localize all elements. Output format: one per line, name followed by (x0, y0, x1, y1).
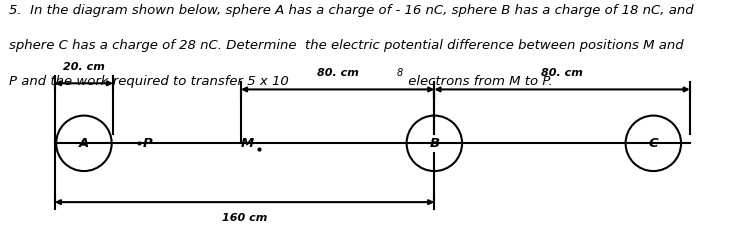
Text: 160 cm: 160 cm (222, 213, 267, 223)
Text: 8: 8 (396, 68, 403, 78)
Text: sphere C has a charge of 28 nC. Determine  the electric potential difference bet: sphere C has a charge of 28 nC. Determin… (9, 39, 684, 52)
Text: 80. cm: 80. cm (541, 68, 583, 78)
Text: 20. cm: 20. cm (63, 62, 105, 72)
Text: P: P (142, 137, 152, 150)
Text: B: B (429, 137, 439, 150)
Text: A: A (79, 137, 89, 150)
Text: C: C (648, 137, 658, 150)
Text: M: M (241, 137, 254, 150)
Text: 80. cm: 80. cm (317, 68, 358, 78)
Text: P and the work required to transfer 5 x 10: P and the work required to transfer 5 x … (9, 75, 289, 88)
Text: 5.  In the diagram shown below, sphere A has a charge of - 16 nC, sphere B has a: 5. In the diagram shown below, sphere A … (9, 4, 694, 17)
Text: electrons from M to P.: electrons from M to P. (404, 75, 553, 88)
